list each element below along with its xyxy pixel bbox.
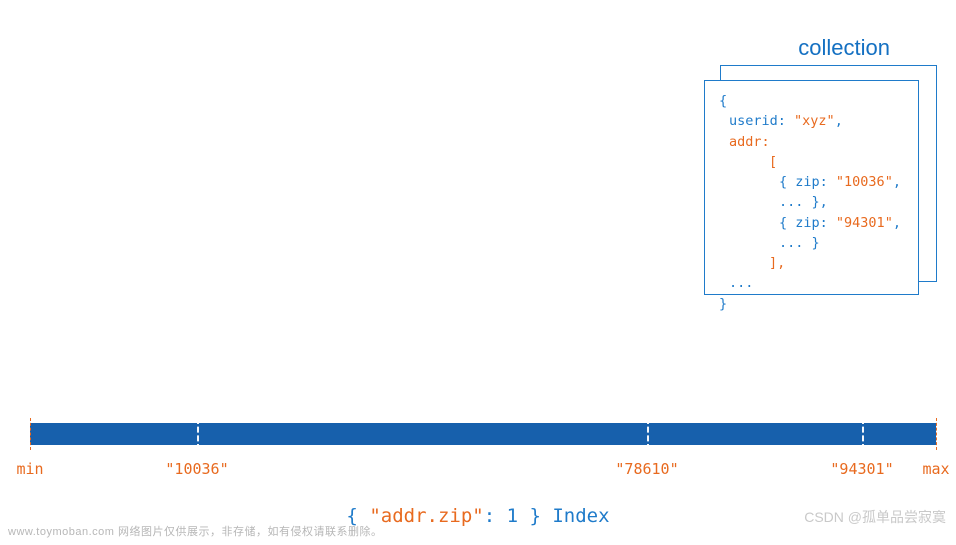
doc-ellipsis: ... bbox=[719, 273, 904, 293]
doc-addr-key: addr: bbox=[729, 134, 770, 150]
doc-arr-open: [ bbox=[719, 152, 904, 172]
index-tick bbox=[936, 418, 937, 450]
index-tick-label: "78610" bbox=[615, 460, 678, 478]
index-tick bbox=[647, 418, 649, 450]
cap-key: "addr.zip" bbox=[369, 505, 483, 527]
cap-brace-close: } bbox=[529, 505, 540, 527]
cap-suffix: Index bbox=[541, 505, 610, 527]
doc-arr-close: ], bbox=[719, 253, 904, 273]
index-tick-label: "94301" bbox=[830, 460, 893, 478]
doc-arr-line-1: { zip: "10036", ... }, bbox=[719, 172, 904, 213]
index-tick bbox=[197, 418, 199, 450]
doc-userid-key: userid: bbox=[729, 113, 786, 129]
index-tick-label: "10036" bbox=[165, 460, 228, 478]
watermark-right: CSDN @孤单品尝寂寞 bbox=[804, 507, 946, 527]
doc-brace-close: } bbox=[719, 294, 904, 314]
doc-l1-b: "10036" bbox=[836, 174, 893, 190]
collection-title: collection bbox=[798, 35, 890, 61]
index-bar bbox=[30, 423, 936, 445]
doc-l2-b: "94301" bbox=[836, 215, 893, 231]
doc-userid-line: userid: "xyz", bbox=[719, 111, 904, 131]
doc-addr-line: addr: bbox=[719, 132, 904, 152]
index-tick bbox=[862, 418, 864, 450]
index-tick bbox=[30, 418, 31, 450]
doc-brace-open: { bbox=[719, 91, 904, 111]
watermark-left: www.toymoban.com 网络图片仅供展示，非存储，如有侵权请联系删除。 bbox=[8, 523, 382, 539]
doc-arr-line-2: { zip: "94301", ... } bbox=[719, 213, 904, 254]
index-tick-label: min bbox=[16, 460, 43, 478]
doc-l1-a: { zip: bbox=[779, 174, 828, 190]
index-tick-label: max bbox=[922, 460, 949, 478]
doc-arr-close-text: ], bbox=[769, 255, 785, 271]
doc-comma-1: , bbox=[835, 113, 843, 129]
doc-l2-a: { zip: bbox=[779, 215, 828, 231]
cap-colon-val: : 1 bbox=[484, 505, 530, 527]
collection-doc-front: { userid: "xyz", addr: [ { zip: "10036",… bbox=[704, 80, 919, 295]
doc-userid-val: "xyz" bbox=[794, 113, 835, 129]
